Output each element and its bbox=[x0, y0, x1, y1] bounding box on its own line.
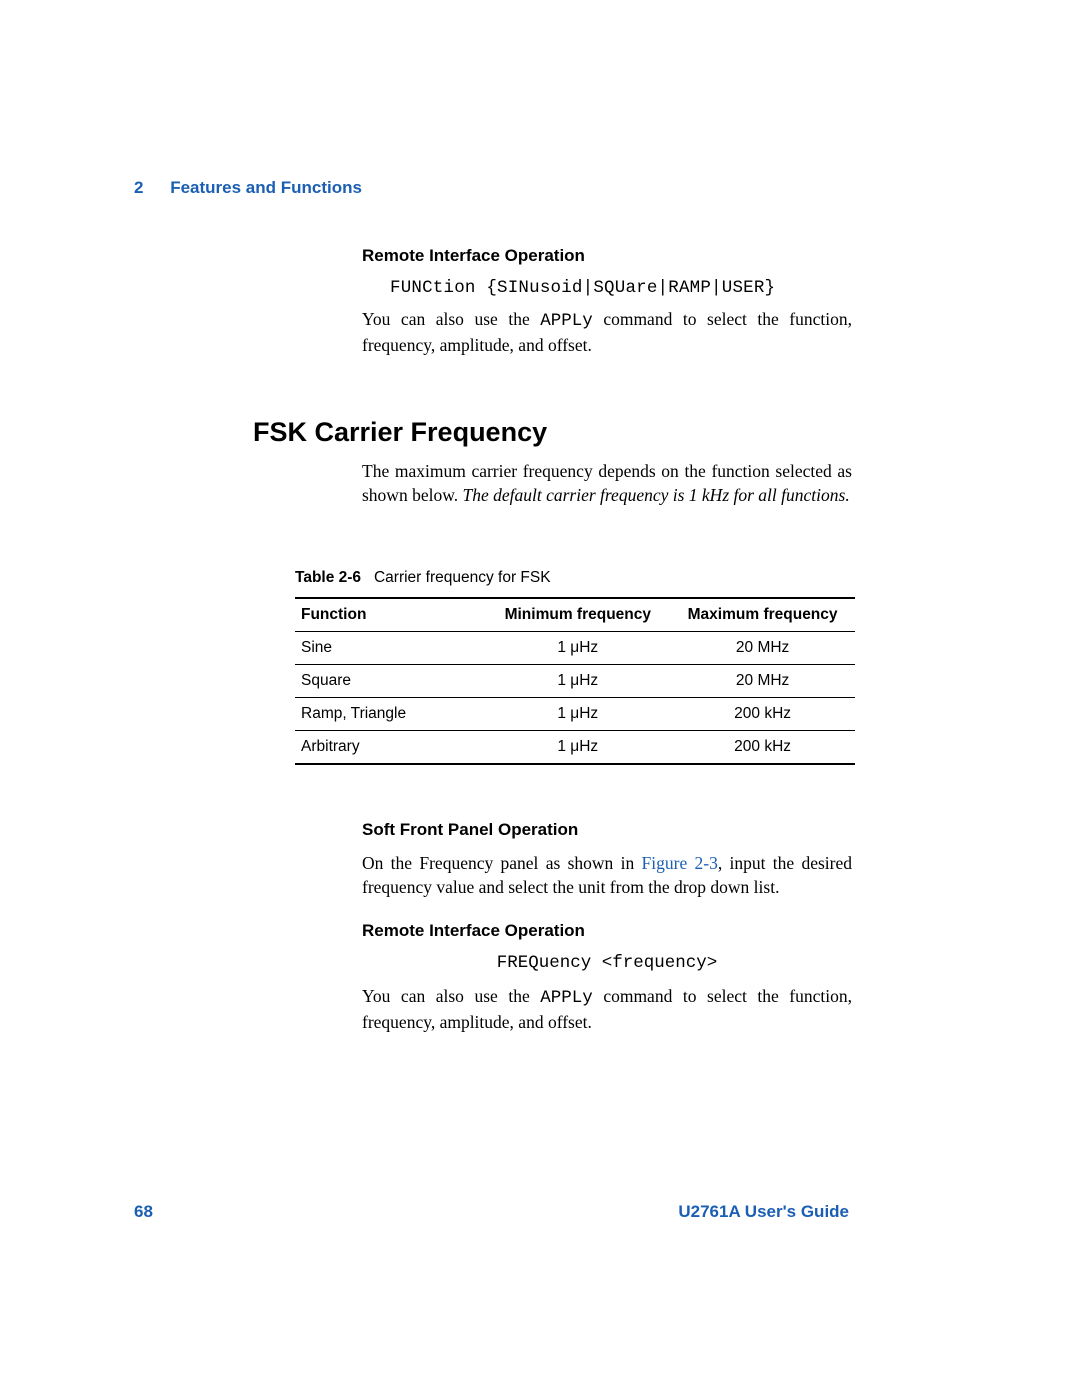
subheading-remote-2: Remote Interface Operation bbox=[362, 921, 852, 941]
col-max-freq: Maximum frequency bbox=[670, 598, 855, 632]
section-remote-interface-1: Remote Interface Operation FUNCtion {SIN… bbox=[362, 246, 852, 357]
lower-sections: Soft Front Panel Operation On the Freque… bbox=[362, 820, 852, 1035]
section-title-fsk: FSK Carrier Frequency bbox=[253, 417, 547, 448]
cell: 1 μHz bbox=[485, 665, 670, 698]
cell: 200 kHz bbox=[670, 698, 855, 731]
subheading-remote-1: Remote Interface Operation bbox=[362, 246, 852, 266]
figure-link[interactable]: Figure 2-3 bbox=[642, 853, 718, 873]
chapter-number: 2 bbox=[134, 178, 143, 197]
col-function: Function bbox=[295, 598, 485, 632]
cell: Ramp, Triangle bbox=[295, 698, 485, 731]
cell: 20 MHz bbox=[670, 665, 855, 698]
body-text-1: You can also use the APPLy command to se… bbox=[362, 308, 852, 357]
body-text-2: On the Frequency panel as shown in Figur… bbox=[362, 852, 852, 899]
document-page: 2 Features and Functions Remote Interfac… bbox=[0, 0, 1080, 1397]
code-function: FUNCtion {SINusoid|SQUare|RAMP|USER} bbox=[390, 278, 852, 298]
table-header-row: Function Minimum frequency Maximum frequ… bbox=[295, 598, 855, 632]
code-frequency: FREQuency <frequency> bbox=[362, 953, 852, 973]
table-label: Table 2-6 bbox=[295, 569, 361, 586]
table-caption-text: Carrier frequency for FSK bbox=[374, 569, 551, 586]
cell: 200 kHz bbox=[670, 731, 855, 765]
page-number: 68 bbox=[134, 1202, 153, 1222]
inline-code: APPLy bbox=[540, 988, 593, 1008]
text: You can also use the bbox=[362, 309, 540, 329]
cell: 20 MHz bbox=[670, 632, 855, 665]
intro-text: The maximum carrier frequency depends on… bbox=[362, 460, 852, 507]
italic-text: The default carrier frequency is 1 kHz f… bbox=[462, 485, 849, 505]
cell: 1 μHz bbox=[485, 731, 670, 765]
intro-paragraph: The maximum carrier frequency depends on… bbox=[362, 460, 852, 507]
col-min-freq: Minimum frequency bbox=[485, 598, 670, 632]
cell: 1 μHz bbox=[485, 698, 670, 731]
text: You can also use the bbox=[362, 986, 540, 1006]
table-row: Square 1 μHz 20 MHz bbox=[295, 665, 855, 698]
guide-title: U2761A User's Guide bbox=[678, 1202, 849, 1222]
frequency-table: Function Minimum frequency Maximum frequ… bbox=[295, 597, 855, 765]
running-header: 2 Features and Functions bbox=[134, 178, 362, 198]
table-caption: Table 2-6 Carrier frequency for FSK bbox=[295, 569, 855, 587]
table-block: Table 2-6 Carrier frequency for FSK Func… bbox=[295, 569, 855, 765]
cell: Arbitrary bbox=[295, 731, 485, 765]
table-row: Sine 1 μHz 20 MHz bbox=[295, 632, 855, 665]
subheading-soft-front: Soft Front Panel Operation bbox=[362, 820, 852, 840]
chapter-title: Features and Functions bbox=[170, 178, 362, 197]
table-row: Ramp, Triangle 1 μHz 200 kHz bbox=[295, 698, 855, 731]
table-row: Arbitrary 1 μHz 200 kHz bbox=[295, 731, 855, 765]
cell: Square bbox=[295, 665, 485, 698]
body-text-3: You can also use the APPLy command to se… bbox=[362, 985, 852, 1034]
cell: Sine bbox=[295, 632, 485, 665]
text: On the Frequency panel as shown in bbox=[362, 853, 642, 873]
inline-code: APPLy bbox=[540, 311, 593, 331]
cell: 1 μHz bbox=[485, 632, 670, 665]
